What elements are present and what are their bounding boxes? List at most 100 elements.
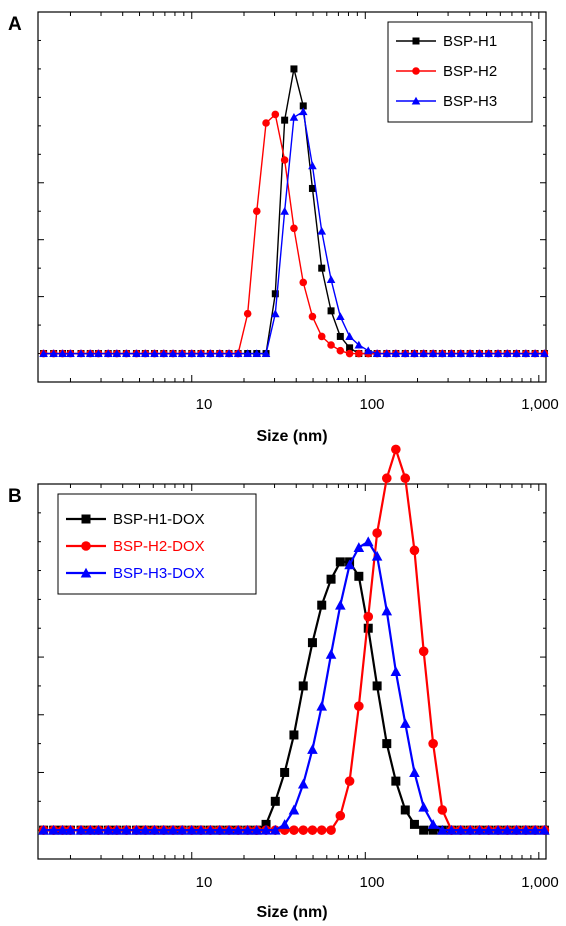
data-point (299, 278, 308, 287)
panel-a-legend-label: BSP-H3 (443, 93, 497, 110)
data-point (298, 681, 308, 691)
data-point (243, 309, 252, 318)
data-point (232, 824, 244, 835)
data-point (354, 571, 364, 581)
data-point (271, 290, 279, 298)
data-point (501, 824, 513, 835)
data-point (354, 340, 364, 349)
data-point (299, 102, 307, 110)
panel-b: B 10 100 1,000 Size (nm) BSP-H1-DOX BSP-… (8, 444, 559, 921)
data-point (290, 224, 298, 233)
data-point (215, 349, 225, 358)
data-point (150, 349, 159, 358)
data-point (372, 349, 382, 358)
data-point (344, 559, 355, 570)
data-point (289, 730, 299, 740)
data-point (410, 349, 419, 358)
data-point (57, 824, 68, 835)
panel-b-letter: B (8, 486, 22, 507)
data-point (455, 824, 467, 835)
data-point (307, 638, 317, 648)
data-point (252, 349, 262, 358)
data-point (409, 545, 420, 556)
data-point (336, 312, 345, 321)
legend-marker (81, 541, 91, 551)
data-point (308, 161, 317, 170)
data-point (262, 119, 270, 127)
data-point (345, 349, 354, 358)
panel-b-xtick-label: 100 (359, 874, 384, 891)
data-point (84, 824, 96, 835)
data-point (307, 744, 318, 754)
data-point (456, 349, 466, 358)
data-point (327, 341, 335, 349)
data-point (251, 824, 263, 835)
data-point (307, 825, 318, 835)
data-point (363, 346, 373, 355)
data-point (177, 349, 187, 358)
data-point (483, 824, 494, 835)
data-point (512, 349, 521, 358)
data-point (390, 666, 402, 676)
panel-b-ticks (38, 483, 546, 859)
data-point (242, 824, 253, 835)
panel-b-legend: BSP-H1-DOX BSP-H2-DOX BSP-H3-DOX (57, 493, 257, 595)
data-point (362, 536, 374, 547)
panel-b-legend-label: BSP-H3-DOX (113, 565, 205, 582)
series-line (43, 560, 545, 832)
data-point (335, 810, 346, 821)
data-point (308, 312, 317, 321)
data-point (168, 349, 178, 358)
data-point (159, 349, 169, 358)
panel-a-ticks (38, 11, 546, 382)
panel-a-legend: BSP-H1 BSP-H2 BSP-H3 (387, 21, 533, 123)
data-point (298, 825, 309, 835)
data-point (281, 116, 289, 124)
data-point (290, 65, 298, 73)
data-point (539, 824, 550, 835)
data-point (223, 824, 235, 835)
panel-a: A 10 100 1,000 Size (nm) BSP-H1 BSP-H2 B… (8, 11, 559, 445)
data-point (446, 824, 457, 835)
data-point (345, 332, 354, 340)
panel-a-xtick-label: 100 (359, 396, 384, 413)
data-point (474, 824, 485, 835)
data-point (326, 574, 336, 584)
data-point (243, 349, 252, 358)
data-point (363, 611, 374, 622)
data-point (132, 349, 141, 358)
data-point (103, 349, 113, 358)
data-point (400, 473, 411, 484)
data-point (428, 349, 438, 358)
data-point (167, 824, 179, 835)
data-point (325, 648, 337, 659)
data-point (308, 184, 316, 192)
data-point (382, 349, 392, 358)
panel-b-legend-swatches (66, 514, 106, 578)
panel-b-xtick-label: 1,000 (521, 874, 559, 891)
series-line (43, 113, 545, 355)
panel-a-series (39, 65, 549, 358)
data-point (280, 206, 289, 215)
data-point (195, 824, 207, 835)
data-point (447, 349, 456, 358)
data-point (530, 349, 540, 358)
data-point (289, 825, 299, 835)
data-point (270, 824, 281, 835)
panel-a-legend-label: BSP-H2 (443, 63, 497, 80)
data-point (318, 264, 326, 272)
data-point (382, 739, 392, 749)
data-point (372, 528, 382, 538)
data-point (280, 767, 290, 777)
data-point (279, 819, 290, 829)
data-point (437, 805, 448, 815)
data-point (260, 824, 272, 835)
data-point (428, 738, 438, 749)
data-point (131, 824, 142, 835)
data-point (316, 825, 327, 835)
data-point (316, 700, 328, 711)
data-point (93, 824, 104, 835)
data-point (484, 349, 493, 358)
data-point (122, 349, 131, 358)
data-point (94, 349, 103, 358)
